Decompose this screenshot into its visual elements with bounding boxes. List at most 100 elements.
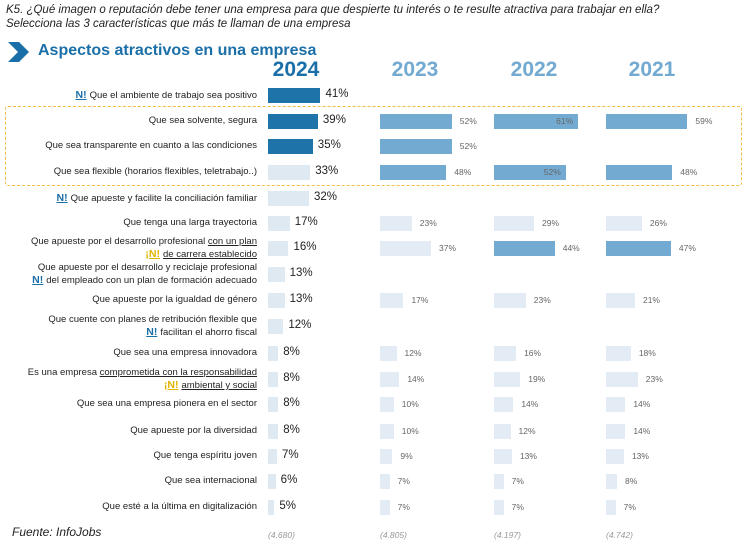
value-label-2023: 10% [401,399,419,409]
bar-2022 [494,114,579,129]
value-label-2024: 12% [288,319,312,331]
value-label-2024: 13% [289,267,313,279]
category-label-text: Que apueste por la igualdad de género [92,294,257,305]
value-label-2023: 52% [459,116,477,126]
bar-2024 [268,372,279,387]
category-label-text: del empleado con un plan de formación ad… [46,275,257,286]
value-label-2024: 8% [283,372,300,384]
bar-2024 [268,88,321,103]
category-label-underlined: con un plan [207,236,257,247]
bar-2021 [606,114,688,129]
chevron-right-icon [8,42,29,62]
bar-2023 [380,397,394,412]
sample-base-2021: (4.742) [606,530,633,540]
category-label-text: Que sea una empresa pionera en el sector [76,398,257,409]
category-label-text: ambiental y social [181,380,257,391]
value-label-2024: 41% [325,88,349,100]
value-label-2022: 13% [519,451,537,461]
bar-2023 [380,500,390,515]
category-label-text: Que apueste y facilite la conciliación f… [70,193,257,204]
bar-2021 [606,397,626,412]
new-badge: N! [146,326,158,338]
value-label-2024: 8% [283,397,300,409]
category-label: Que apueste por el desarrollo y reciclaj… [32,262,257,287]
value-label-2024: 6% [280,474,298,486]
new-badge: ¡N! [163,379,179,391]
value-label-2024: 17% [294,216,318,228]
category-label-text: facilitan el ahorro fiscal [160,327,257,338]
category-label-underlined: comprometida con la responsabilidad [99,367,257,378]
value-label-2024: 5% [279,500,297,512]
bar-2022 [494,216,535,231]
bar-2023 [380,449,393,464]
value-label-2024: 16% [293,241,317,253]
bar-2022 [494,500,504,515]
category-label-text: Que sea solvente, segura [148,115,257,126]
value-label-2023: 9% [400,451,413,461]
value-label-2022: 23% [533,295,551,305]
category-label-text: Es una empresa [27,367,100,378]
value-label-2024: 39% [322,114,346,126]
value-label-2024: 7% [281,449,299,461]
value-label-2022: 44% [562,243,580,253]
section-header: Aspectos atractivos en una empresa [8,40,368,64]
value-label-2022: 7% [511,476,524,486]
year-header-2021: 2021 [628,58,676,81]
category-label: Que apueste por el desarrollo profesiona… [31,236,257,261]
category-label-line: Que apueste por el desarrollo y reciclaj… [32,262,257,274]
source-note: Fuente: InfoJobs [12,525,102,539]
bar-2024 [268,241,289,256]
category-label-text: Que tenga una larga trayectoria [123,217,257,228]
bar-2021 [606,372,638,387]
category-label-line: ¡N! ambiental y social [28,379,257,392]
bar-2024 [268,191,309,206]
bar-2023 [380,346,397,361]
year-header-2024: 2024 [272,58,320,81]
bar-2024 [268,397,279,412]
category-label: Que cuente con planes de retribución fle… [48,314,257,339]
bar-2024 [268,500,275,515]
category-label-text: Que apueste por la diversidad [130,425,257,436]
category-label: Que apueste por la diversidad [130,425,257,437]
value-label-2024: 8% [283,424,300,436]
value-label-2023: 52% [459,141,477,151]
category-label: Que sea solvente, segura [149,115,257,127]
bar-2023 [380,241,432,256]
category-label: Que sea internacional [165,475,257,487]
bar-2021 [606,346,631,361]
category-label-text: Que el ambiente de trabajo sea positivo [89,90,257,101]
category-label: Que esté a la última en digitalización [102,501,257,513]
value-label-2023: 7% [397,502,410,512]
year-header-2023: 2023 [391,58,439,81]
value-label-2022: 16% [524,348,542,358]
value-label-2023: 48% [454,167,472,177]
category-label-text: Que cuente con planes de retribución fle… [48,314,257,325]
category-label-line: N! facilitan el ahorro fiscal [48,326,257,339]
bar-2021 [606,241,671,256]
category-label: Que apueste por la igualdad de género [92,294,257,306]
value-label-2024: 35% [317,139,341,151]
value-label-2021: 14% [633,426,651,436]
category-label: Que sea flexible (horarios flexibles, te… [54,166,257,178]
value-label-2021: 8% [625,476,638,486]
category-label: Que tenga espíritu joven [153,450,257,462]
year-header-2022: 2022 [510,58,558,81]
question-line-1: K5. ¿Qué imagen o reputación debe tener … [6,4,660,16]
bar-2023 [380,293,404,308]
value-label-2021: 14% [633,399,651,409]
value-label-2022: 12% [518,426,536,436]
bar-2023 [380,372,400,387]
bar-2022 [494,449,512,464]
value-label-2024: 8% [283,346,300,358]
category-label-text: de carrera establecido [163,249,257,260]
bar-2023 [380,216,412,231]
bar-2022 [494,424,511,439]
category-label-text: Que sea transparente en cuanto a las con… [45,140,257,151]
bar-2021 [606,293,635,308]
category-label-text: Que tenga espíritu joven [153,450,257,461]
category-label: Que sea una empresa innovadora [113,347,257,359]
category-label-line: Que apueste por el desarrollo profesiona… [31,236,257,248]
category-label: Que tenga una larga trayectoria [123,217,257,229]
bar-2022 [494,293,526,308]
category-label-line: Que cuente con planes de retribución fle… [48,314,257,326]
